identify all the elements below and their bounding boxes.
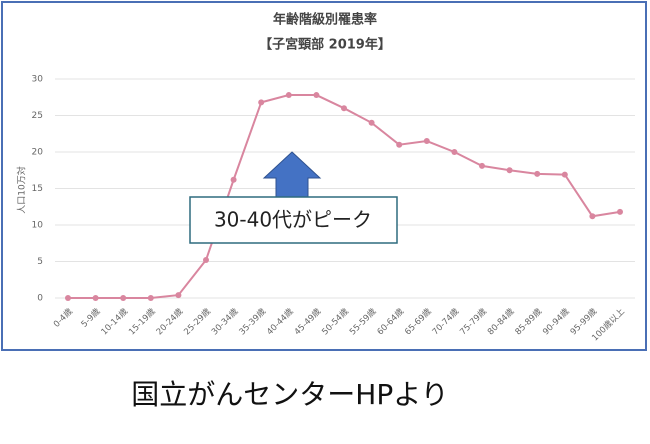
point: [534, 170, 541, 177]
y-tick-label: 15: [32, 184, 43, 194]
y-tick-label: 25: [32, 111, 43, 121]
point: [147, 295, 154, 301]
point: [396, 141, 403, 148]
point: [65, 295, 71, 301]
point: [479, 162, 485, 169]
point: [368, 119, 375, 126]
point: [175, 292, 182, 299]
point: [285, 92, 292, 99]
y-tick-label: 10: [32, 221, 44, 231]
point: [589, 213, 596, 220]
point: [506, 167, 513, 174]
point: [120, 295, 127, 301]
point: [258, 99, 265, 106]
chart-title: 年齢階級別罹患率: [273, 12, 377, 28]
annotation-text: 30-40代がピーク: [214, 208, 372, 232]
y-tick-label: 5: [37, 257, 43, 267]
y-axis-label: 人口10万対: [16, 166, 28, 213]
y-tick-label: 30: [32, 75, 44, 85]
caption: 国立がんセンターHPより: [131, 378, 448, 411]
point: [230, 176, 237, 183]
point: [423, 138, 430, 145]
point: [617, 208, 623, 215]
annotation-box: [189, 196, 398, 244]
y-tick-label: 0: [37, 294, 43, 304]
chart-subtitle: 【子宮頸部 2019年】: [259, 37, 391, 53]
point: [341, 105, 347, 112]
point: [451, 149, 458, 155]
point: [203, 257, 209, 264]
point: [313, 92, 320, 99]
point: [92, 295, 99, 301]
point: [561, 171, 568, 178]
y-tick-label: 20: [32, 148, 44, 158]
